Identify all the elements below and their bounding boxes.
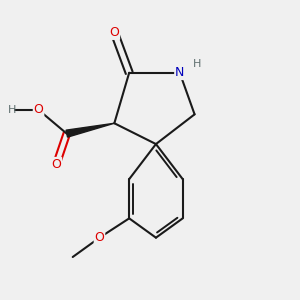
Text: O: O bbox=[94, 231, 104, 244]
Text: H: H bbox=[8, 105, 16, 115]
Text: H: H bbox=[193, 59, 201, 69]
Polygon shape bbox=[66, 123, 114, 137]
Text: O: O bbox=[51, 158, 61, 171]
Text: O: O bbox=[110, 26, 119, 39]
Text: O: O bbox=[34, 103, 44, 116]
Text: N: N bbox=[175, 66, 184, 79]
